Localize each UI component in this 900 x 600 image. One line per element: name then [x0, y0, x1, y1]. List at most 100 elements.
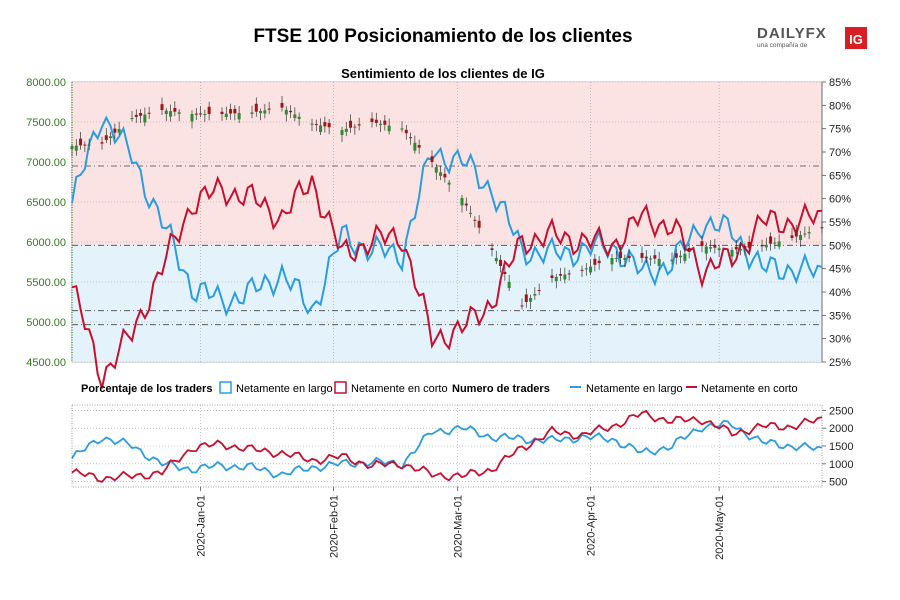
candle-body — [284, 109, 288, 115]
candle-body — [773, 242, 777, 244]
legend-row: Porcentaje de los traders Netamente en l… — [81, 381, 798, 395]
candle-body — [280, 102, 284, 108]
candle-body — [520, 305, 524, 307]
candle-body — [550, 275, 554, 278]
candle-body — [619, 251, 623, 258]
candle-body — [794, 230, 798, 237]
candle-body — [344, 128, 348, 132]
chart-main-title: FTSE 100 Posicionamiento de los clientes — [253, 26, 632, 47]
candle-body — [447, 182, 451, 185]
candle-body — [533, 294, 537, 296]
left-tick-label: 7500.00 — [26, 117, 66, 129]
candle-body — [593, 258, 597, 265]
lower-right-tick-label: 500 — [829, 477, 847, 489]
candle-body — [657, 258, 661, 266]
brand-main-text: DAILYFX — [757, 25, 827, 42]
lower-right-tick-label: 2500 — [829, 405, 853, 417]
candle-body — [494, 258, 498, 262]
candle-body — [387, 125, 391, 132]
candle-body — [584, 268, 588, 270]
candle-body — [79, 138, 83, 146]
candle-body — [820, 227, 824, 229]
sentiment-title: Sentimiento de los clientes de IG — [341, 66, 545, 81]
candle-body — [430, 156, 434, 162]
candle-body — [679, 255, 683, 258]
legend-short-pct-label: Netamente en corto — [351, 383, 448, 395]
candle-body — [649, 258, 653, 260]
candle-body — [263, 110, 267, 114]
candle-body — [709, 247, 713, 249]
candle-body — [254, 103, 258, 112]
candle-body — [503, 271, 507, 274]
candle-body — [194, 113, 198, 115]
candle-body — [319, 125, 323, 133]
candle-body — [289, 110, 293, 113]
right-tick-label: 35% — [829, 310, 851, 322]
candle-body — [160, 104, 164, 110]
right-tick-label: 75% — [829, 124, 851, 136]
candle-body — [704, 246, 708, 254]
candle-body — [297, 116, 301, 119]
candle-body — [717, 248, 721, 251]
candle-body — [323, 122, 327, 127]
left-tick-label: 7000.00 — [26, 157, 66, 169]
long-traders-line — [71, 419, 823, 479]
candle-body — [434, 167, 438, 173]
lower-right-tick-label: 1500 — [829, 441, 853, 453]
candle-body — [790, 235, 794, 238]
candle-body — [524, 294, 528, 302]
candle-body — [259, 111, 263, 114]
legend-long-swatch — [219, 381, 232, 394]
candle-body — [370, 118, 374, 122]
candle-body — [499, 259, 503, 266]
candle-body — [567, 273, 571, 275]
candle-body — [104, 135, 108, 140]
candle-body — [563, 274, 567, 280]
right-tick-label: 55% — [829, 217, 851, 229]
candle-body — [670, 259, 674, 262]
right-tick-label: 30% — [829, 334, 851, 346]
right-tick-label: 80% — [829, 100, 851, 112]
long-pct-line — [71, 115, 823, 318]
candle-body — [314, 124, 318, 126]
left-tick-label: 6500.00 — [26, 197, 66, 209]
right-tick-label: 50% — [829, 240, 851, 252]
x-tick-label: 2020-Feb-01 — [328, 495, 340, 558]
candle-body — [627, 255, 631, 258]
short-traders-line — [71, 409, 823, 483]
candle-body — [614, 258, 618, 259]
candle-body — [83, 144, 87, 146]
right-tick-label: 60% — [829, 194, 851, 206]
lower-right-tick-label: 1000 — [829, 459, 853, 471]
candle-body — [349, 120, 353, 128]
lower-panel: 2500 2000 1500 1000 500 2020-Jan-01 2020-Feb-0… — [71, 404, 853, 560]
candle-body — [477, 220, 481, 228]
candle-body — [734, 246, 738, 250]
candle-body — [799, 235, 803, 241]
x-tick-label: 2020-Mar-01 — [453, 495, 465, 558]
right-tick-label: 40% — [829, 287, 851, 299]
candle-body — [730, 250, 734, 257]
candle-body — [379, 123, 383, 126]
candle-body — [413, 142, 417, 151]
candle-body — [683, 253, 687, 261]
candle-body — [644, 256, 648, 259]
candle-body — [490, 248, 494, 250]
candle-body — [404, 129, 408, 134]
left-tick-label: 5500.00 — [26, 277, 66, 289]
candle-body — [610, 258, 614, 265]
legend-long-count-label: Netamente en largo — [586, 383, 683, 395]
candle-body — [139, 112, 143, 116]
candle-body — [383, 120, 387, 125]
legend-short-swatch — [334, 381, 347, 394]
candle-body — [417, 145, 421, 148]
candle-body — [469, 212, 473, 214]
candle-body — [224, 113, 228, 118]
candle-body — [164, 110, 168, 115]
candle-body — [143, 114, 147, 123]
short-pct-line — [71, 175, 823, 389]
candle-body — [177, 112, 181, 114]
legend-pct-title: Porcentaje de los traders — [81, 383, 212, 395]
candle-body — [443, 173, 447, 178]
ig-badge-text: IG — [849, 32, 863, 47]
